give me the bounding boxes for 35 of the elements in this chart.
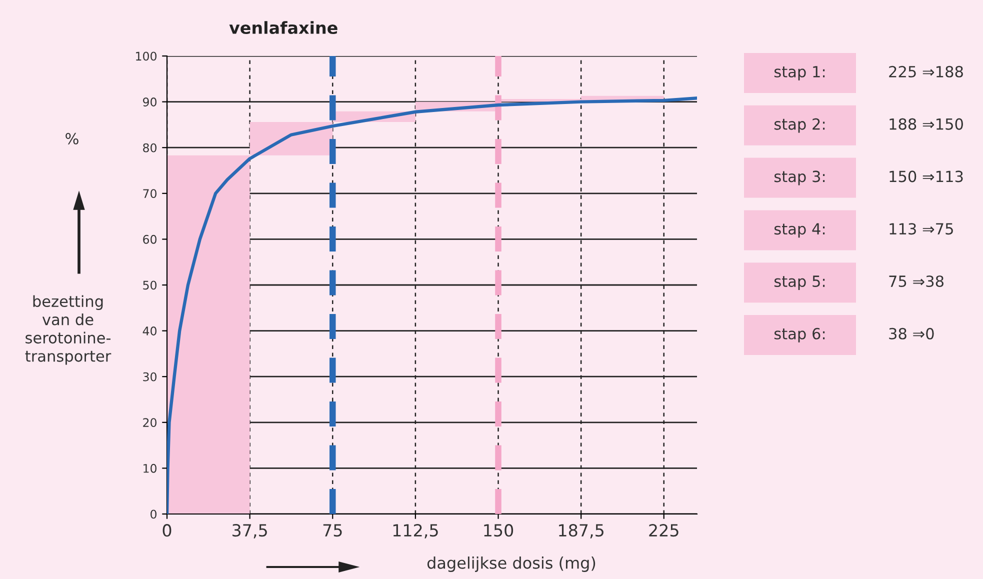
text: 225 ⇒188 — [889, 66, 963, 78]
y-tick-label: 70 — [143, 189, 156, 198]
y-tick-label: 60 — [143, 234, 156, 244]
y-tick-label: 30 — [143, 372, 156, 382]
text: stap 6: — [774, 328, 825, 342]
text: 75 ⇒38 — [889, 275, 944, 288]
y-tick-label: 20 — [143, 418, 156, 428]
x-axis-title: dagelijkse dosis (mg) — [427, 556, 596, 572]
y-tick-label: 90 — [143, 98, 156, 106]
text: 150 ⇒113 — [890, 170, 963, 182]
y-tick-label: 40 — [142, 326, 156, 336]
x-tick-label: 187,5 — [559, 524, 604, 538]
text: % — [66, 132, 78, 144]
chart-title: venlafaxine — [229, 21, 338, 34]
x-tick-label: 0 — [162, 524, 172, 537]
x-tick-label: 150 — [484, 524, 514, 537]
text: stap 5: — [774, 276, 825, 290]
text: stap 1: — [774, 66, 825, 80]
y-tick-label: 100 — [136, 52, 156, 61]
x-tick-label: 37,5 — [232, 524, 267, 538]
y-tick-label: 80 — [143, 143, 156, 152]
x-tick-label: 75 — [323, 524, 342, 537]
y-tick-label: 50 — [143, 280, 156, 290]
text: stap 4: — [774, 223, 825, 238]
x-tick-label: 225 — [649, 524, 678, 537]
text: 113 ⇒75 — [890, 223, 953, 235]
y-tick-label: 10 — [144, 464, 156, 473]
y-axis-title: bezetting van de serotonine- transporter — [25, 295, 112, 365]
x-tick-label: 112,5 — [393, 524, 438, 538]
text: 188 ⇒150 — [890, 118, 963, 130]
text: 38 ⇒0 — [889, 328, 934, 340]
text: stap 2: — [774, 118, 825, 133]
text: stap 3: — [774, 170, 825, 186]
bar — [167, 155, 250, 514]
y-tick-label: 0 — [150, 510, 156, 519]
